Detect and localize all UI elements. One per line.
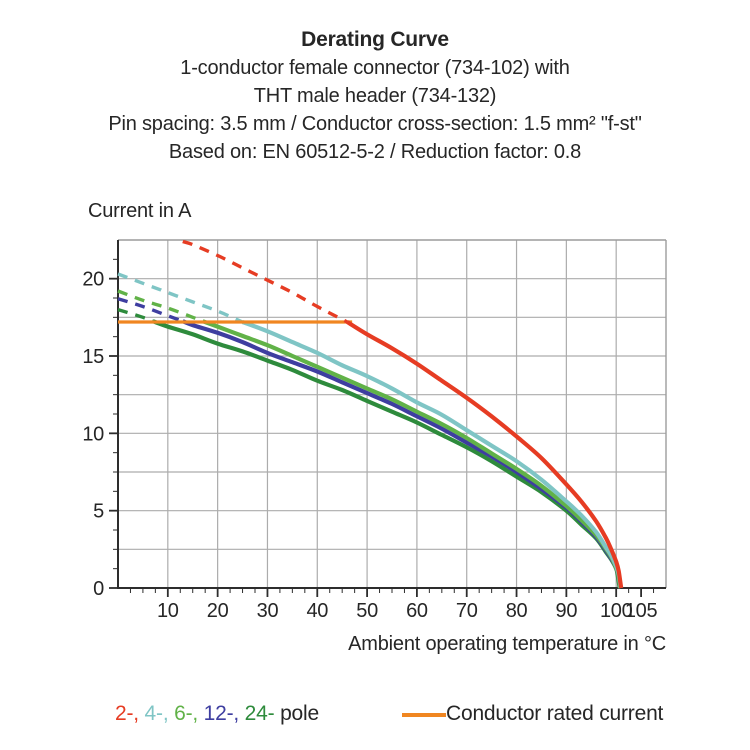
chart-subtitle-line-2: THT male header (734-132) xyxy=(253,85,497,107)
x-tick-label: 90 xyxy=(556,600,578,622)
x-axis-title: Ambient operating temperature in °C xyxy=(348,633,666,655)
curve-dashed-6-pole xyxy=(117,289,204,323)
chart-title: Derating Curve xyxy=(301,28,449,51)
x-tick-label: 50 xyxy=(356,600,378,622)
y-tick-label: 15 xyxy=(82,346,104,368)
legend-pole-suffix: pole xyxy=(274,702,319,725)
x-tick-label: 70 xyxy=(456,600,478,622)
curve-solid-4-pole xyxy=(241,320,623,589)
legend-pole-list: 2-, 4-, 6-, 12-, 24- pole xyxy=(115,702,319,726)
y-axis-title: Current in A xyxy=(88,200,192,222)
chart-subtitle-line-3: Pin spacing: 3.5 mm / Conductor cross-se… xyxy=(108,113,642,135)
y-tick-label: 5 xyxy=(93,501,104,523)
curve-dashed-24-pole xyxy=(117,307,154,323)
legend-pole-item-6: 6-, xyxy=(174,702,204,725)
legend-pole-item-24: 24- xyxy=(244,702,275,725)
x-tick-label: 30 xyxy=(257,600,279,622)
y-tick-label: 20 xyxy=(82,269,104,291)
curve-dashed-4-pole xyxy=(117,272,244,324)
x-tick-label: 100 xyxy=(600,600,633,622)
x-tick-label: 20 xyxy=(207,600,229,622)
curve-solid-12-pole xyxy=(182,319,623,589)
curve-solid-24-pole xyxy=(152,319,622,589)
rated-current-line-swatch xyxy=(402,712,446,717)
chart-subtitle-line-4: Based on: EN 60512-5-2 / Reduction facto… xyxy=(168,141,582,163)
x-tick-label: 60 xyxy=(406,600,428,622)
x-tick-label: 105 xyxy=(625,600,658,622)
legend-rated-current: Conductor rated current xyxy=(402,702,663,726)
y-tick-label: 0 xyxy=(93,578,104,600)
x-tick-label: 10 xyxy=(157,600,179,622)
rated-current-label: Conductor rated current xyxy=(446,702,664,725)
curve-dashed-2-pole xyxy=(182,239,348,324)
chart-header: Derating Curve 1-conductor female connec… xyxy=(0,26,750,166)
legend-pole-item-2: 2-, xyxy=(115,702,145,725)
curve-solid-2-pole xyxy=(346,320,624,589)
x-tick-label: 40 xyxy=(306,600,328,622)
y-tick-label: 10 xyxy=(82,423,104,445)
x-tick-label: 80 xyxy=(506,600,528,622)
chart-subtitle-line-1: 1-conductor female connector (734-102) w… xyxy=(180,57,570,79)
legend-pole-item-12: 12-, xyxy=(203,702,245,725)
curve-dashed-12-pole xyxy=(117,297,184,323)
legend-pole-item-4: 4-, xyxy=(144,702,175,725)
